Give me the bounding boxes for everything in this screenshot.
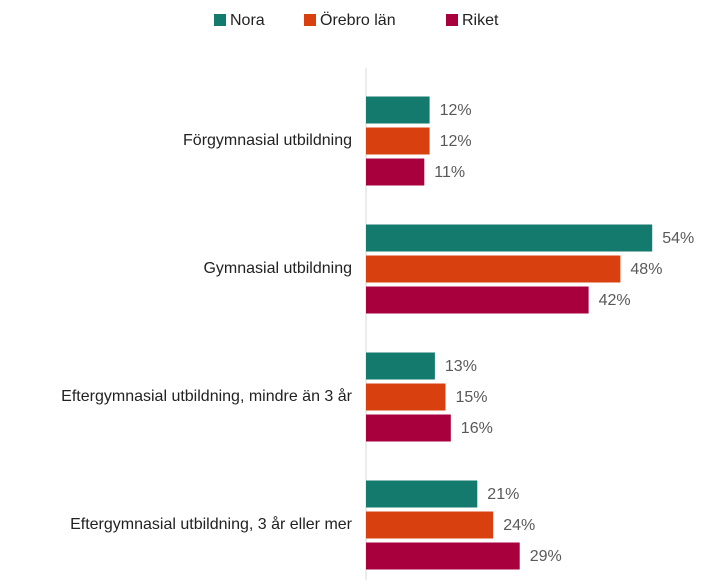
bar xyxy=(366,480,478,508)
bar xyxy=(366,224,653,252)
value-label: 29% xyxy=(530,548,562,565)
bar xyxy=(366,286,589,314)
value-label: 13% xyxy=(445,358,477,375)
bar xyxy=(366,542,520,570)
value-label: 12% xyxy=(440,133,472,150)
bar xyxy=(366,352,435,380)
value-label: 54% xyxy=(662,230,694,247)
bar xyxy=(366,96,430,124)
bar xyxy=(366,414,451,442)
bar xyxy=(366,511,494,539)
legend-swatch xyxy=(214,14,226,26)
bar xyxy=(366,127,430,155)
category-label-box: Eftergymnasial utbildning, mindre än 3 å… xyxy=(0,387,352,407)
bar xyxy=(366,255,621,283)
value-label: 15% xyxy=(456,389,488,406)
category-label-box: Gymnasial utbildning xyxy=(0,259,352,279)
value-label: 16% xyxy=(461,420,493,437)
legend-label: Örebro län xyxy=(320,11,396,29)
legend-swatch xyxy=(446,14,458,26)
category-label: Eftergymnasial utbildning, mindre än 3 å… xyxy=(61,388,352,405)
category-label: Förgymnasial utbildning xyxy=(183,132,352,149)
category-label: Gymnasial utbildning xyxy=(203,260,352,277)
category-label-box: Eftergymnasial utbildning, 3 år eller me… xyxy=(0,515,352,535)
value-label: 48% xyxy=(630,261,662,278)
bar xyxy=(366,158,425,186)
bar xyxy=(366,383,446,411)
legend-swatch xyxy=(304,14,316,26)
value-label: 42% xyxy=(599,292,631,309)
category-label-box: Förgymnasial utbildning xyxy=(0,131,352,151)
value-label: 21% xyxy=(487,486,519,503)
category-label: Eftergymnasial utbildning, 3 år eller me… xyxy=(70,516,352,533)
legend-label: Nora xyxy=(230,12,265,29)
value-label: 11% xyxy=(434,164,465,181)
legend-label: Riket xyxy=(462,12,499,29)
value-label: 24% xyxy=(503,517,535,534)
value-label: 12% xyxy=(440,102,472,119)
